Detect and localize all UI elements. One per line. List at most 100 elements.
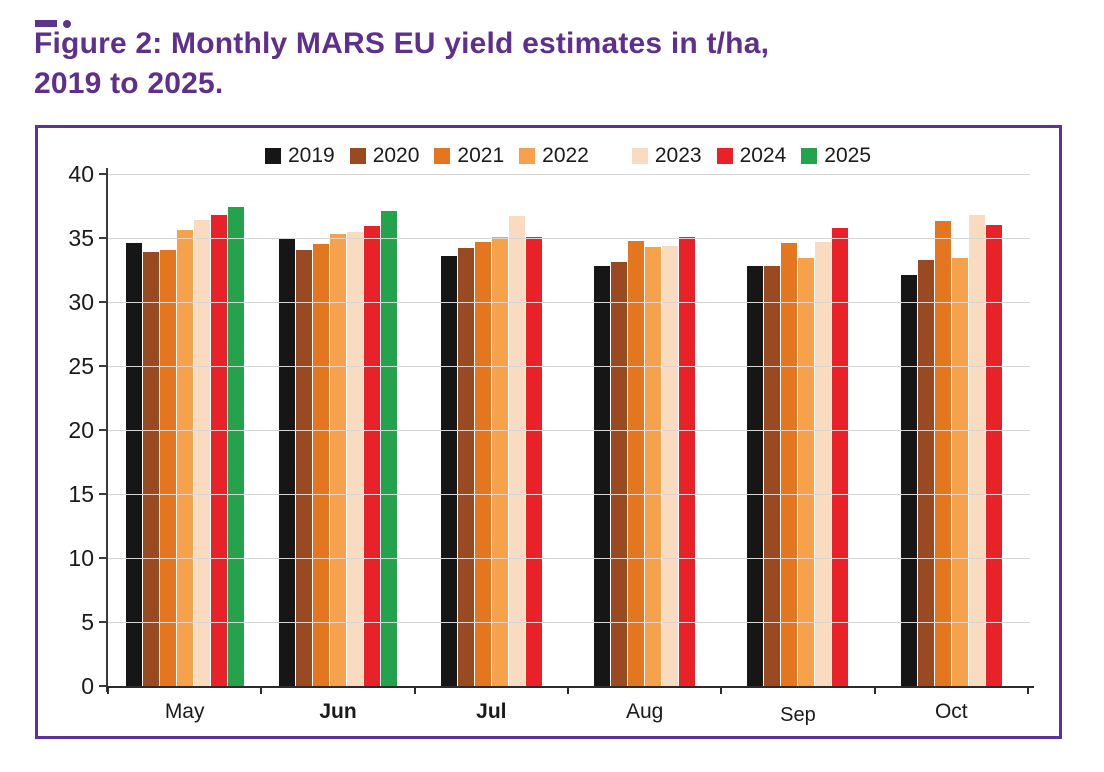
bar-2022-sep — [798, 258, 815, 686]
decorative-dot — [63, 20, 71, 28]
gridline-y-5 — [108, 622, 1030, 623]
legend-swatch-2025 — [801, 148, 818, 164]
legend-item-2021: 2021 — [434, 144, 504, 168]
y-tick-0 — [99, 685, 107, 687]
bar-2023-may — [193, 220, 210, 686]
x-tick-6 — [1027, 686, 1029, 694]
x-tick-0 — [107, 686, 109, 694]
gridline-y-15 — [108, 494, 1030, 495]
legend-item-2022: 2022 — [519, 144, 589, 168]
bar-2024-may — [210, 214, 227, 686]
legend-swatch-2021 — [434, 148, 451, 164]
y-tick-25 — [99, 365, 107, 367]
bar-2022-jun — [329, 234, 346, 686]
x-tick-3 — [567, 686, 569, 694]
bar-2021-oct — [934, 221, 951, 686]
bar-2020-jul — [457, 248, 474, 686]
bar-2021-may — [159, 249, 176, 686]
bar-2023-jun — [346, 231, 363, 686]
y-axis-label-20: 20 — [68, 417, 94, 443]
y-tick-5 — [99, 621, 107, 623]
bar-2023-sep — [815, 241, 832, 686]
gridline-y-30 — [108, 302, 1030, 303]
figure-title-line1: Figure 2: Monthly MARS EU yield estimate… — [34, 27, 770, 60]
x-tick-1 — [260, 686, 263, 694]
x-axis-labels: May Jun Jul Aug Sep Oct — [108, 700, 1028, 726]
bar-2024-sep — [832, 227, 849, 686]
bar-group-jun — [261, 174, 414, 686]
gridline-y-20 — [108, 430, 1030, 431]
legend-item-2020: 2020 — [349, 144, 419, 168]
bar-group-oct — [875, 174, 1028, 686]
bar-2020-sep — [764, 266, 781, 686]
y-axis-label-30: 30 — [68, 289, 94, 315]
x-axis-line — [106, 686, 1034, 688]
bar-2025-may — [227, 207, 244, 686]
bar-2019-sep — [747, 266, 764, 686]
x-axis-label-may: May — [164, 700, 205, 723]
x-tick-4 — [720, 686, 723, 694]
bar-2020-aug — [611, 262, 628, 686]
x-tick-5 — [873, 686, 876, 694]
legend-swatch-2024 — [716, 148, 733, 164]
bar-2022-oct — [951, 258, 968, 686]
x-axis-label-aug: Aug — [625, 700, 664, 723]
bar-2021-sep — [781, 243, 798, 686]
bar-2023-jul — [508, 216, 525, 686]
x-tick-2 — [413, 686, 416, 694]
bar-groups — [108, 174, 1028, 686]
bar-2019-jun — [278, 239, 295, 686]
gridline-y-10 — [108, 558, 1030, 559]
bar-2022-may — [176, 230, 193, 686]
legend-label-2025: 2025 — [824, 144, 872, 167]
bar-2023-oct — [968, 214, 985, 686]
y-axis-label-25: 25 — [68, 353, 94, 379]
gridline-y-35 — [108, 238, 1030, 239]
y-tick-40 — [99, 173, 107, 175]
bar-group-may — [108, 174, 261, 686]
chart-legend: 2019 2020 2021 2022 2023 2024 2025 — [108, 144, 1028, 168]
legend-item-2019: 2019 — [264, 144, 335, 168]
legend-label-2024: 2024 — [739, 144, 787, 167]
legend-item-2024: 2024 — [716, 144, 787, 168]
y-axis-label-35: 35 — [68, 225, 94, 251]
y-axis-label-10: 10 — [68, 545, 94, 571]
figure-title-line2: 2019 to 2025. — [34, 67, 224, 100]
y-axis-label-40: 40 — [68, 161, 94, 187]
bar-2021-aug — [628, 240, 645, 686]
x-axis-label-oct: Oct — [934, 700, 968, 723]
legend-label-2019: 2019 — [287, 144, 335, 167]
x-axis-label-sep: Sep — [780, 704, 816, 726]
plot-area: May Jun Jul Aug Sep Oct 0 5 10 15 20 25 30 35 40 — [68, 163, 1034, 726]
y-tick-15 — [99, 493, 107, 495]
x-axis-label-jul: Jul — [476, 700, 507, 723]
legend-item-2023: 2023 — [631, 144, 702, 168]
chart-container: 2019 2020 2021 2022 2023 2024 2025 May Jun Jul Au… — [35, 125, 1062, 739]
y-axis-label-15: 15 — [68, 481, 94, 507]
y-axis-label-0: 0 — [81, 673, 94, 699]
legend-swatch-2023 — [631, 148, 648, 164]
y-tick-10 — [99, 557, 107, 559]
bar-2024-aug — [679, 236, 696, 686]
legend-swatch-2020 — [349, 148, 366, 164]
bar-group-aug — [568, 174, 721, 686]
bar-2022-jul — [491, 236, 508, 686]
bar-2020-may — [142, 252, 159, 686]
bar-2019-aug — [594, 266, 611, 686]
bar-2023-aug — [662, 245, 679, 686]
bar-2024-jun — [363, 226, 380, 686]
y-tick-20 — [99, 429, 107, 431]
decorative-mark — [35, 20, 57, 27]
bar-2020-jun — [295, 249, 312, 686]
bar-2019-oct — [900, 275, 917, 686]
gridline-y-40 — [108, 174, 1030, 175]
bar-2024-oct — [985, 225, 1002, 686]
bar-2021-jun — [312, 244, 329, 686]
y-axis-line — [106, 168, 108, 692]
legend-label-2023: 2023 — [654, 144, 702, 167]
bar-group-sep — [721, 174, 874, 686]
bar-2022-aug — [645, 246, 662, 686]
bar-2019-may — [125, 243, 142, 686]
bar-2019-jul — [440, 255, 457, 686]
